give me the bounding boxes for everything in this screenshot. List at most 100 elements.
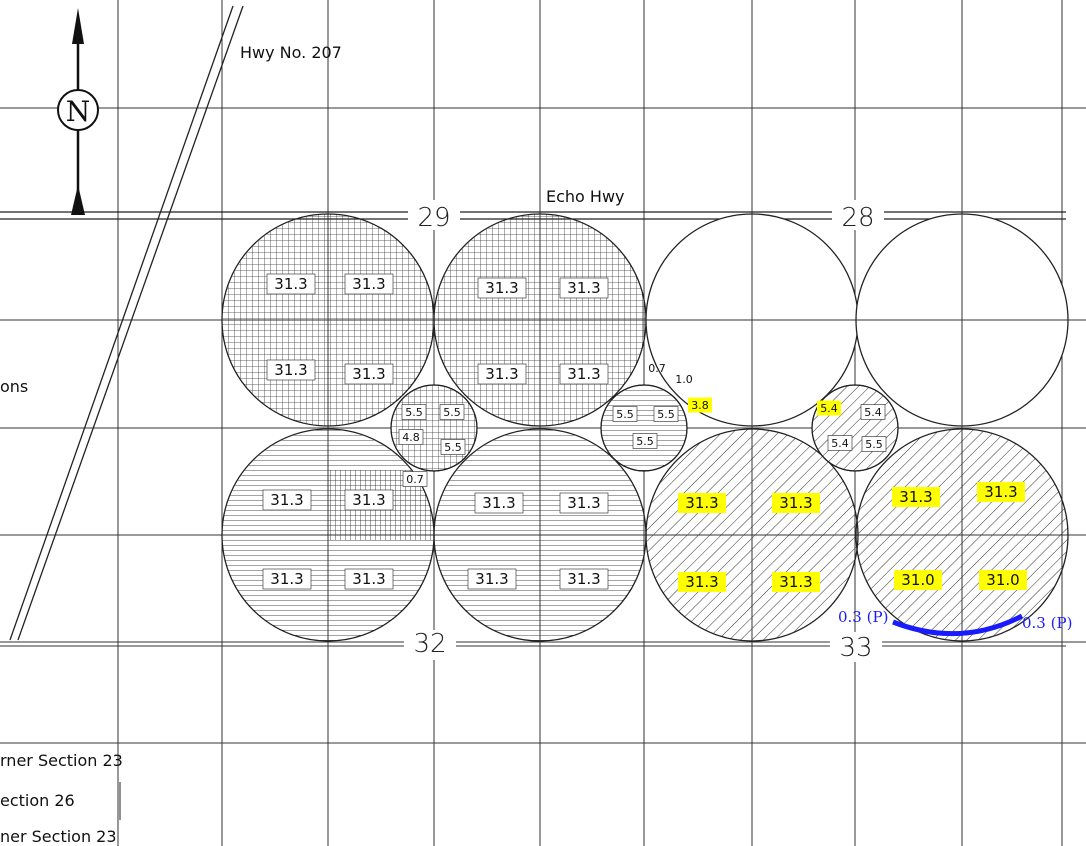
circle-H-empty: [855, 213, 1069, 427]
value-label-a-1: 31.3: [344, 273, 394, 295]
small-value-s2-2-text: 5.5: [636, 435, 654, 448]
value-label-e-2-text: 31.3: [685, 573, 718, 591]
small-value-s3-1: 5.4: [860, 404, 886, 420]
value-label-d-1-text: 31.3: [567, 494, 600, 512]
value-label-b-2-text: 31.3: [485, 365, 518, 383]
value-label-c-3: 31.3: [344, 568, 394, 590]
value-label-b-3-text: 31.3: [567, 365, 600, 383]
circle-D: [433, 428, 647, 642]
value-label-b-2: 31.3: [477, 363, 527, 385]
value-label-b-1: 31.3: [559, 277, 609, 299]
left-label-line1: rner Section 23: [0, 751, 123, 770]
value-label-e-3-text: 31.3: [779, 573, 812, 591]
small-value-s2-5-text: 3.8: [691, 399, 709, 412]
value-labels: 31.3 31.3 31.3 31.3 31.3 31.3 31.3 31.3 31.3 31.3…: [262, 273, 1027, 592]
value-label-b-3: 31.3: [559, 363, 609, 385]
section-32-label: 32: [413, 629, 446, 659]
value-label-c-2: 31.3: [262, 568, 312, 590]
value-label-d-0-text: 31.3: [482, 494, 515, 512]
annotation-left: 0.3 (P): [838, 608, 888, 626]
value-label-a-1-text: 31.3: [352, 275, 385, 293]
circle-A: [221, 213, 435, 427]
value-label-e-0: 31.3: [678, 493, 726, 513]
annotation-arc: 0.3 (P) 0.3 (P): [838, 608, 1072, 637]
section-33-label: 33: [839, 633, 872, 663]
small-value-s1-1: 5.5: [439, 404, 465, 420]
small-circle-3: [811, 384, 899, 472]
circle-E: [645, 428, 859, 642]
value-label-c-2-text: 31.3: [270, 570, 303, 588]
value-label-f-3-text: 31.0: [986, 571, 1019, 589]
value-label-d-1: 31.3: [559, 492, 609, 514]
value-label-e-1: 31.3: [772, 493, 820, 513]
small-value-s3-3-text: 5.5: [865, 438, 883, 451]
value-label-c-3-text: 31.3: [352, 570, 385, 588]
left-label-line2: ection 26: [0, 791, 75, 810]
small-value-s2-5: 3.8: [688, 397, 712, 413]
left-label-partial: ons: [0, 377, 28, 396]
small-value-s1-4-text: 0.7: [406, 473, 424, 486]
value-label-f-2: 31.0: [894, 570, 942, 590]
small-value-s2-1: 5.5: [653, 406, 679, 422]
small-value-s1-2: 4.8: [398, 429, 424, 445]
value-label-f-2-text: 31.0: [901, 571, 934, 589]
left-labels: ons rner Section 23 ection 26 ner Sectio…: [0, 377, 123, 846]
small-value-s3-3: 5.5: [861, 436, 887, 452]
section-labels: 29 28 32 33: [404, 200, 884, 663]
value-label-f-0-text: 31.3: [899, 488, 932, 506]
value-label-e-1-text: 31.3: [779, 494, 812, 512]
value-label-a-0-text: 31.3: [274, 275, 307, 293]
small-value-s3-2-text: 5.4: [831, 437, 849, 450]
circle-B: [433, 213, 647, 427]
value-label-c-1: 31.3: [344, 489, 394, 511]
value-label-e-3: 31.3: [772, 572, 820, 592]
small-value-s1-1-text: 5.5: [443, 406, 461, 419]
value-label-a-0: 31.3: [266, 273, 316, 295]
small-value-s1-2-text: 4.8: [402, 431, 420, 444]
small-value-s1-0-text: 5.5: [405, 406, 423, 419]
road-labels: Hwy No. 207 Echo Hwy: [240, 43, 625, 206]
value-label-d-3: 31.3: [559, 568, 609, 590]
circle-C: [221, 428, 435, 642]
value-label-b-0-text: 31.3: [485, 279, 518, 297]
small-value-s2-0: 5.5: [612, 406, 638, 422]
small-value-s1-4: 0.7: [402, 471, 428, 487]
value-label-a-2-text: 31.3: [274, 361, 307, 379]
small-value-s3-0: 5.4: [817, 400, 841, 416]
value-label-c-0: 31.3: [262, 489, 312, 511]
value-label-d-3-text: 31.3: [567, 570, 600, 588]
value-label-e-0-text: 31.3: [685, 494, 718, 512]
north-letter: N: [66, 95, 91, 128]
small-circle-2: [600, 384, 688, 472]
small-value-s2-1-text: 5.5: [657, 408, 675, 421]
value-label-c-0-text: 31.3: [270, 491, 303, 509]
value-label-a-3: 31.3: [344, 363, 394, 385]
value-label-b-0: 31.3: [477, 277, 527, 299]
small-circle-1: [390, 384, 478, 472]
circle-G-empty: [645, 213, 859, 427]
echo-hwy-label: Echo Hwy: [546, 187, 625, 206]
value-label-f-1-text: 31.3: [984, 483, 1017, 501]
small-value-s1-0: 5.5: [401, 404, 427, 420]
value-label-e-2: 31.3: [678, 572, 726, 592]
value-label-d-2-text: 31.3: [475, 570, 508, 588]
small-value-s3-1-text: 5.4: [864, 406, 882, 419]
value-label-d-2: 31.3: [467, 568, 517, 590]
small-value-s1-3: 5.5: [440, 439, 466, 455]
small-value-s2-2: 5.5: [632, 433, 658, 449]
value-label-a-2: 31.3: [266, 359, 316, 381]
small-value-s2-4: 1.0: [675, 373, 693, 386]
highway-207-label: Hwy No. 207: [240, 43, 342, 62]
value-label-c-1-text: 31.3: [352, 491, 385, 509]
value-label-a-3-text: 31.3: [352, 365, 385, 383]
value-label-b-1-text: 31.3: [567, 279, 600, 297]
value-label-f-0: 31.3: [892, 487, 940, 507]
small-value-s2-0-text: 5.5: [616, 408, 634, 421]
value-label-f-3: 31.0: [979, 570, 1027, 590]
small-value-s3-2: 5.4: [827, 435, 853, 451]
value-label-d-0: 31.3: [474, 492, 524, 514]
left-label-line3: ner Section 23: [0, 827, 117, 846]
small-value-s2-3: 0.7: [648, 362, 666, 375]
north-arrow-icon: N: [57, 8, 99, 215]
